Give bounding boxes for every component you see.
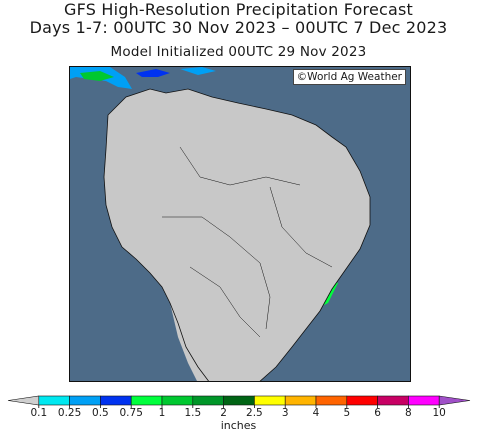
colorbar-tick-label: 3: [281, 407, 289, 419]
colorbar-tick-label: 5: [343, 407, 351, 419]
caribbean-island: [136, 69, 170, 77]
colorbar-cell: [130, 395, 163, 406]
colorbar-cell: [223, 395, 255, 406]
colorbar-cell: [408, 395, 440, 406]
caribbean-island-2: [180, 67, 216, 75]
colorbar-ticks: [38, 405, 440, 408]
colorbar-cell: [100, 395, 132, 406]
colorbar-tick-label: 4: [312, 407, 320, 419]
colorbar-tick-label: 8: [405, 407, 412, 419]
model-init-time: Model Initialized 00UTC 29 Nov 2023: [110, 44, 367, 60]
colorbar-tick-label: 10: [432, 407, 446, 419]
colorbar-tick-label: 2.5: [246, 407, 263, 419]
colorbar-cell: [438, 395, 471, 406]
colorbar-tick-label: 1: [158, 407, 166, 419]
precipitation-map: ©World Ag Weather: [69, 66, 411, 382]
map-title: GFS High-Resolution Precipitation Foreca…: [64, 0, 413, 19]
colorbar: [7, 395, 471, 408]
colorbar-cell: [284, 395, 317, 406]
colorbar-cell: [192, 395, 224, 406]
colorbar-tick-label: 2: [220, 407, 227, 419]
colorbar-tick-label: 0.25: [57, 407, 82, 419]
colorbar-cell: [346, 395, 378, 406]
borders: [162, 146, 333, 338]
colorbar-tick-label: 0.1: [30, 407, 48, 419]
forecast-period: Days 1-7: 00UTC 30 Nov 2023 – 00UTC 7 De…: [29, 18, 448, 37]
colorbar-cell: [38, 395, 70, 406]
colorbar-tick-label: 1.5: [184, 407, 202, 419]
colorbar-cell: [377, 395, 409, 406]
colorbar-cell: [254, 395, 286, 406]
map-graphic: [70, 67, 410, 381]
central-america-rain: [80, 71, 114, 81]
colorbar-cell: [7, 395, 40, 406]
colorbar-cell: [161, 395, 194, 406]
colorbar-tick-label: 6: [374, 407, 381, 419]
colorbar-cell: [69, 395, 101, 406]
credit-label: ©World Ag Weather: [292, 69, 406, 85]
colorbar-units: inches: [220, 419, 257, 432]
colorbar-tick-label: 0.5: [92, 407, 109, 419]
colorbar-tick-label: 0.75: [119, 407, 143, 419]
colorbar-cell: [315, 395, 348, 406]
colorbar-cells: [7, 395, 471, 406]
